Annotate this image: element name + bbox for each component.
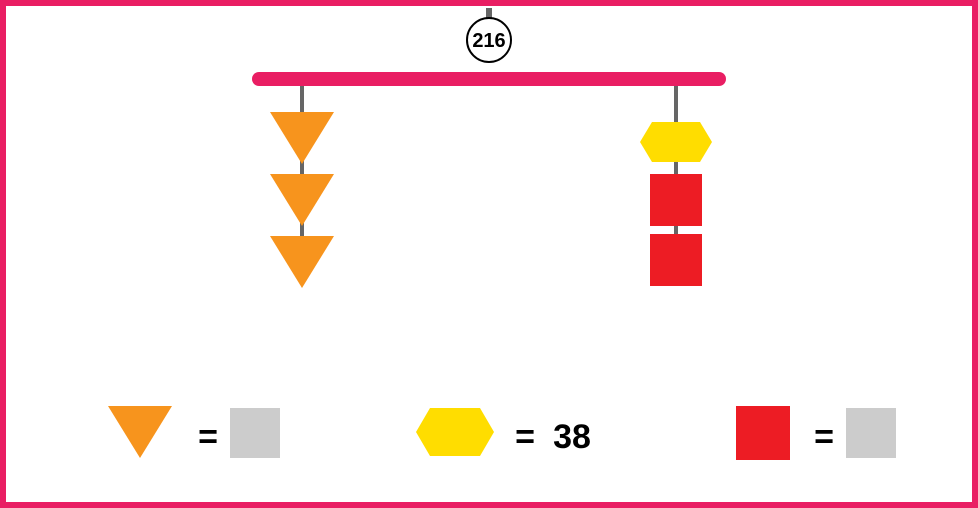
key-triangle-answer-box[interactable] [230,408,280,458]
diagram-frame: 216 = = 38 = [0,0,978,508]
square-icon [650,174,702,226]
key-eq: = [198,418,218,456]
key-square-icon [736,406,790,460]
key-square-answer-box[interactable] [846,408,896,458]
key-hexagon-icon [416,408,494,456]
square-icon [650,234,702,286]
diagram-svg: 216 = = 38 = [0,0,978,508]
beam [252,72,726,86]
key-hexagon-value: 38 [553,418,591,456]
key-eq: = [814,418,834,456]
hexagon-icon [640,122,712,162]
key-eq: = [515,418,535,456]
total-value: 216 [472,30,505,52]
